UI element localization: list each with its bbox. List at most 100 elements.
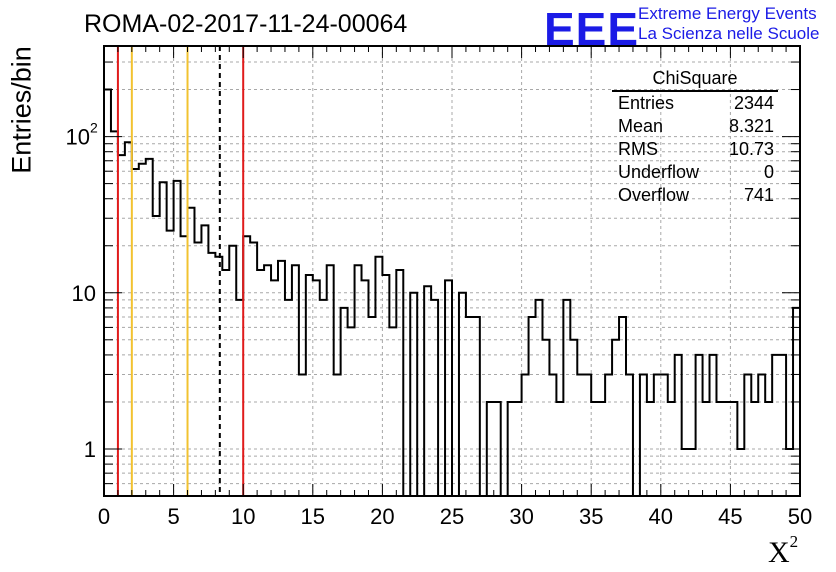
histogram-bin [410, 293, 417, 496]
histogram-bin [626, 374, 633, 496]
x-axis-label: X2 [768, 532, 798, 570]
stats-label: Underflow [618, 162, 700, 182]
histogram-bin [515, 402, 522, 496]
stats-label: Entries [618, 93, 675, 113]
histogram-bin [577, 374, 584, 496]
histogram-bin [591, 402, 598, 496]
histogram-bin [125, 142, 132, 496]
histogram-bin [118, 155, 125, 496]
axis-ticks [103, 46, 801, 497]
histogram-bin [744, 374, 751, 496]
histogram-bin [222, 270, 229, 496]
histogram-bin [271, 280, 278, 496]
histogram-bin [132, 169, 139, 496]
histogram-bin [208, 253, 215, 496]
x-tick-label: 45 [718, 504, 742, 529]
stats-value: 8.321 [728, 116, 774, 136]
histogram-bin [668, 402, 675, 496]
stats-row-rms: RMS 10.73 [612, 138, 778, 161]
histogram-bin [654, 374, 661, 496]
stats-label: Mean [618, 116, 664, 136]
stats-title: ChiSquare [612, 66, 778, 92]
histogram-bin [563, 300, 570, 496]
x-tick-label: 0 [98, 504, 110, 529]
histogram-bin [536, 300, 543, 496]
histogram-bin [146, 159, 153, 496]
histogram-bin [584, 374, 591, 496]
histogram-bin [160, 182, 167, 496]
histogram [103, 88, 801, 497]
x-tick-label: 10 [231, 504, 255, 529]
y-axis-label: Entries/bin [6, 46, 37, 174]
histogram-bin [737, 449, 744, 496]
histogram-bin [320, 300, 327, 496]
reference-lines [116, 46, 245, 496]
histogram-bin [229, 246, 236, 496]
histogram-bin [716, 402, 723, 496]
histogram-bin [194, 242, 201, 496]
stats-value: 0 [763, 162, 774, 182]
x-tick-label: 5 [167, 504, 179, 529]
histogram-bin [612, 340, 619, 496]
histogram-bin [278, 261, 285, 496]
histogram-bin [570, 340, 577, 496]
eee-logo: EEE [544, 3, 640, 55]
histogram-bin [327, 265, 334, 496]
histogram-bin [466, 317, 473, 496]
histogram-bin [689, 449, 696, 496]
histogram-bin [703, 402, 710, 496]
stats-row-mean: Mean 8.321 [612, 115, 778, 138]
histogram-bin [661, 374, 668, 496]
x-tick-label: 35 [579, 504, 603, 529]
histogram-bin [236, 300, 243, 496]
x-tick-label: 40 [649, 504, 673, 529]
histogram-bin [772, 355, 779, 496]
page-title: ROMA-02-2017-11-24-00064 [84, 10, 408, 38]
histogram-bin [153, 216, 160, 496]
histogram-bin [598, 402, 605, 496]
histogram-bin [765, 402, 772, 496]
histogram-bin [723, 402, 730, 496]
y-tick-label-exponent: 2 [90, 120, 98, 136]
histogram-bin [313, 280, 320, 496]
histogram-bin [201, 225, 208, 496]
histogram-bin [424, 286, 431, 496]
histogram-bin [382, 275, 389, 496]
stats-label: RMS [618, 139, 658, 159]
y-tick-label: 10 [66, 125, 90, 150]
histogram-bin [508, 402, 515, 496]
x-axis-label-sup: 2 [789, 532, 799, 551]
histogram-bin [257, 270, 264, 496]
histogram-bin [299, 374, 306, 496]
logo-subtitle-2: La Scienza nelle Scuole [638, 24, 820, 43]
stats-value: 2344 [733, 93, 774, 113]
histogram-bin [355, 265, 362, 496]
histogram-bin [605, 374, 612, 496]
histogram-bin [640, 374, 647, 496]
x-tick-label: 15 [301, 504, 325, 529]
x-tick-label: 25 [440, 504, 464, 529]
histogram-bin [243, 236, 250, 496]
y-tick-label: 1 [84, 437, 96, 462]
histogram-bin [334, 374, 341, 496]
histogram-bin [375, 257, 382, 496]
histogram-bin [730, 402, 737, 496]
histogram-bin [556, 402, 563, 496]
stats-label: Overflow [618, 185, 690, 205]
histogram-bin [522, 374, 529, 496]
histogram-bin [368, 317, 375, 496]
histogram-bin [494, 402, 501, 496]
histogram-bin [529, 317, 536, 496]
histogram-bin [710, 355, 717, 496]
histogram-bin [431, 300, 438, 496]
histogram-bin [549, 374, 556, 496]
x-tick-label: 20 [370, 504, 394, 529]
histogram-bin [619, 317, 626, 496]
x-axis-label-text: X [768, 536, 790, 569]
stats-row-entries: Entries 2344 [612, 92, 778, 115]
histogram-bin [396, 270, 403, 496]
x-tick-label: 30 [509, 504, 533, 529]
stats-row-underflow: Underflow 0 [612, 161, 778, 184]
